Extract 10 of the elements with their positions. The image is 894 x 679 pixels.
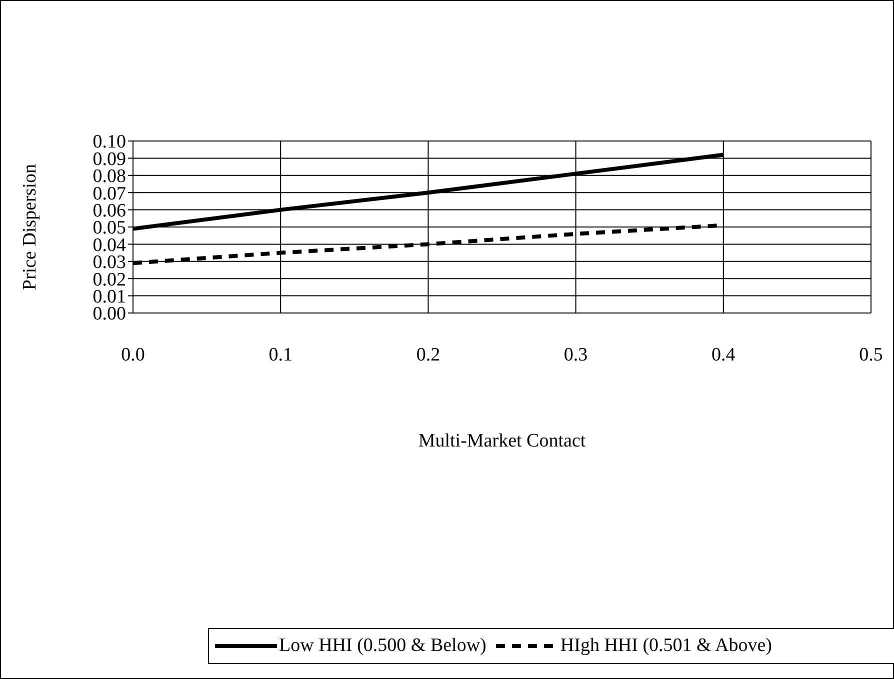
x-tick-label: 0.5 xyxy=(859,344,883,366)
x-axis-title: Multi-Market Contact xyxy=(418,430,586,452)
y-axis-title: Price Dispersion xyxy=(20,163,41,290)
x-tick-label: 0.2 xyxy=(416,344,440,366)
legend-label: HIgh HHI (0.501 & Above) xyxy=(560,635,772,657)
x-tick-label: 0.4 xyxy=(712,344,736,366)
legend-label: Low HHI (0.500 & Below) xyxy=(279,635,486,657)
x-tick-label: 0.0 xyxy=(121,344,145,366)
x-tick-label: 0.3 xyxy=(564,344,588,366)
x-tick-label: 0.1 xyxy=(268,344,292,366)
